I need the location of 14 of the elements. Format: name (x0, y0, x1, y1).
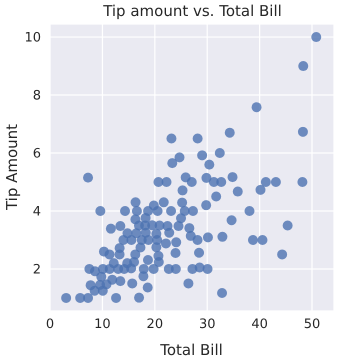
y-tick-label: 6 (32, 146, 41, 162)
x-tick-label: 10 (94, 317, 111, 332)
x-tick-label: 0 (46, 317, 54, 332)
y-axis-title: Tip Amount (3, 124, 21, 212)
chart-title: Tip amount vs. Total Bill (102, 2, 283, 20)
x-tick-label: 20 (146, 317, 164, 332)
y-tick-label: 2 (32, 262, 41, 278)
x-tick-label: 50 (304, 317, 320, 332)
x-tick-label: 30 (198, 317, 216, 332)
y-tick-label: 4 (32, 204, 41, 220)
y-tick-label: 8 (32, 88, 41, 104)
x-axis-title: Total Bill (159, 341, 223, 357)
x-tick-label: 40 (251, 317, 268, 332)
y-tick-label: 10 (24, 30, 41, 46)
